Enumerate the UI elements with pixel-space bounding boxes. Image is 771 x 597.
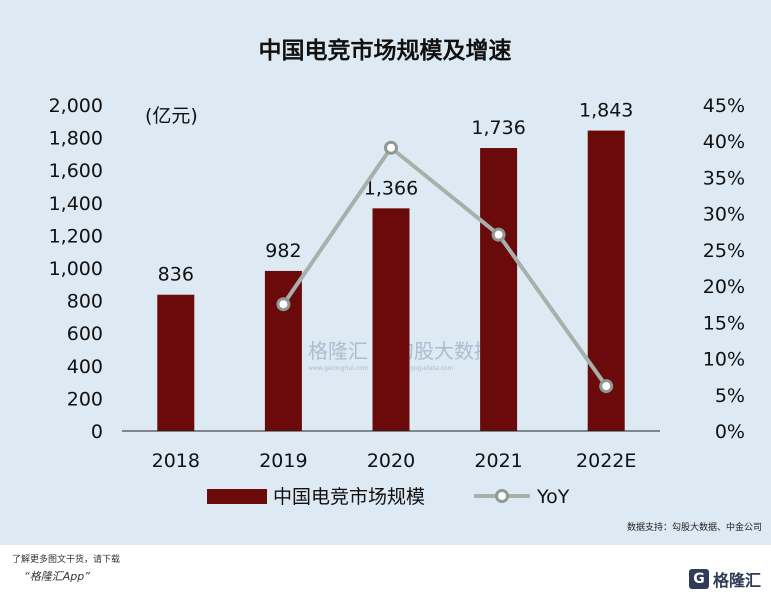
x-tick-2018: 2018 — [152, 450, 200, 472]
bar-label-2020: 1,366 — [364, 177, 418, 199]
x-tick-2022E: 2022E — [576, 450, 636, 472]
left-tick-4: 800 — [67, 291, 103, 313]
x-tick-2021: 2021 — [474, 450, 522, 472]
yoy-point-2020 — [384, 140, 398, 155]
right-tick-4: 20% — [703, 276, 745, 298]
legend-bar-label: 中国电竞市场规模 — [273, 486, 425, 508]
right-tick-2: 10% — [703, 349, 745, 371]
legend-line-marker — [495, 489, 509, 503]
watermark-right-sub: www.gogudata.com — [394, 365, 454, 372]
bar-2019 — [264, 270, 302, 431]
bar-2018 — [157, 294, 195, 431]
bar-label-2018: 836 — [158, 264, 194, 286]
bar-label-2022E: 1,843 — [579, 100, 633, 122]
legend-line-label: YoY — [536, 486, 570, 508]
left-tick-5: 1,000 — [49, 258, 103, 280]
right-tick-7: 35% — [703, 167, 745, 189]
left-tick-10: 2,000 — [49, 95, 103, 117]
legend-bar-swatch — [207, 489, 267, 504]
brand-name: 格隆汇 — [712, 571, 761, 590]
footer-line-2: “格隆汇App” — [24, 570, 90, 583]
right-tick-3: 15% — [703, 312, 745, 334]
chart-panel: 中国电竞市场规模及增速 (亿元) 格隆汇 www.gelonghui.com 勾… — [0, 0, 771, 545]
right-tick-9: 45% — [703, 95, 745, 117]
left-tick-3: 600 — [67, 323, 103, 345]
brand-logo: G 格隆汇 — [688, 567, 761, 591]
brand-icon: G — [688, 569, 709, 589]
watermark-left-sub: www.gelonghui.com — [308, 365, 369, 372]
left-tick-7: 1,400 — [49, 193, 103, 215]
right-tick-5: 25% — [703, 240, 745, 262]
source-text: 数据支持：勾股大数据、中金公司 — [627, 521, 762, 533]
bar-label-2021: 1,736 — [471, 117, 525, 139]
unit-label: (亿元) — [145, 105, 198, 127]
left-tick-6: 1,200 — [49, 225, 103, 247]
chart-canvas: 中国电竞市场规模及增速 (亿元) 格隆汇 www.gelonghui.com 勾… — [49, 37, 762, 533]
x-tick-2020: 2020 — [367, 450, 415, 472]
right-tick-8: 40% — [703, 131, 745, 153]
x-tick-2019: 2019 — [259, 450, 307, 472]
watermark-left: 格隆汇 — [308, 339, 368, 363]
watermark: 格隆汇 www.gelonghui.com 勾股大数据 www.gogudata… — [308, 339, 494, 372]
right-tick-0: 0% — [715, 421, 745, 443]
yoy-point-2022E — [599, 379, 614, 394]
bar-2021 — [480, 148, 518, 432]
footer-line-1: 了解更多图文干货，请下载 — [12, 555, 121, 565]
left-tick-1: 200 — [67, 388, 103, 410]
right-tick-6: 30% — [703, 204, 745, 226]
right-tick-1: 5% — [715, 385, 745, 407]
yoy-point-2019 — [276, 297, 291, 312]
bar-2020 — [372, 208, 410, 431]
yoy-point-2021 — [491, 227, 506, 242]
watermark-right: 勾股大数据 — [394, 339, 494, 363]
left-tick-2: 400 — [67, 356, 103, 378]
left-tick-8: 1,600 — [49, 160, 103, 182]
left-tick-9: 1,800 — [49, 128, 103, 150]
left-tick-0: 0 — [91, 421, 103, 443]
yoy-line — [281, 144, 608, 388]
chart-title: 中国电竞市场规模及增速 — [259, 37, 512, 64]
bar-label-2019: 982 — [265, 240, 301, 262]
